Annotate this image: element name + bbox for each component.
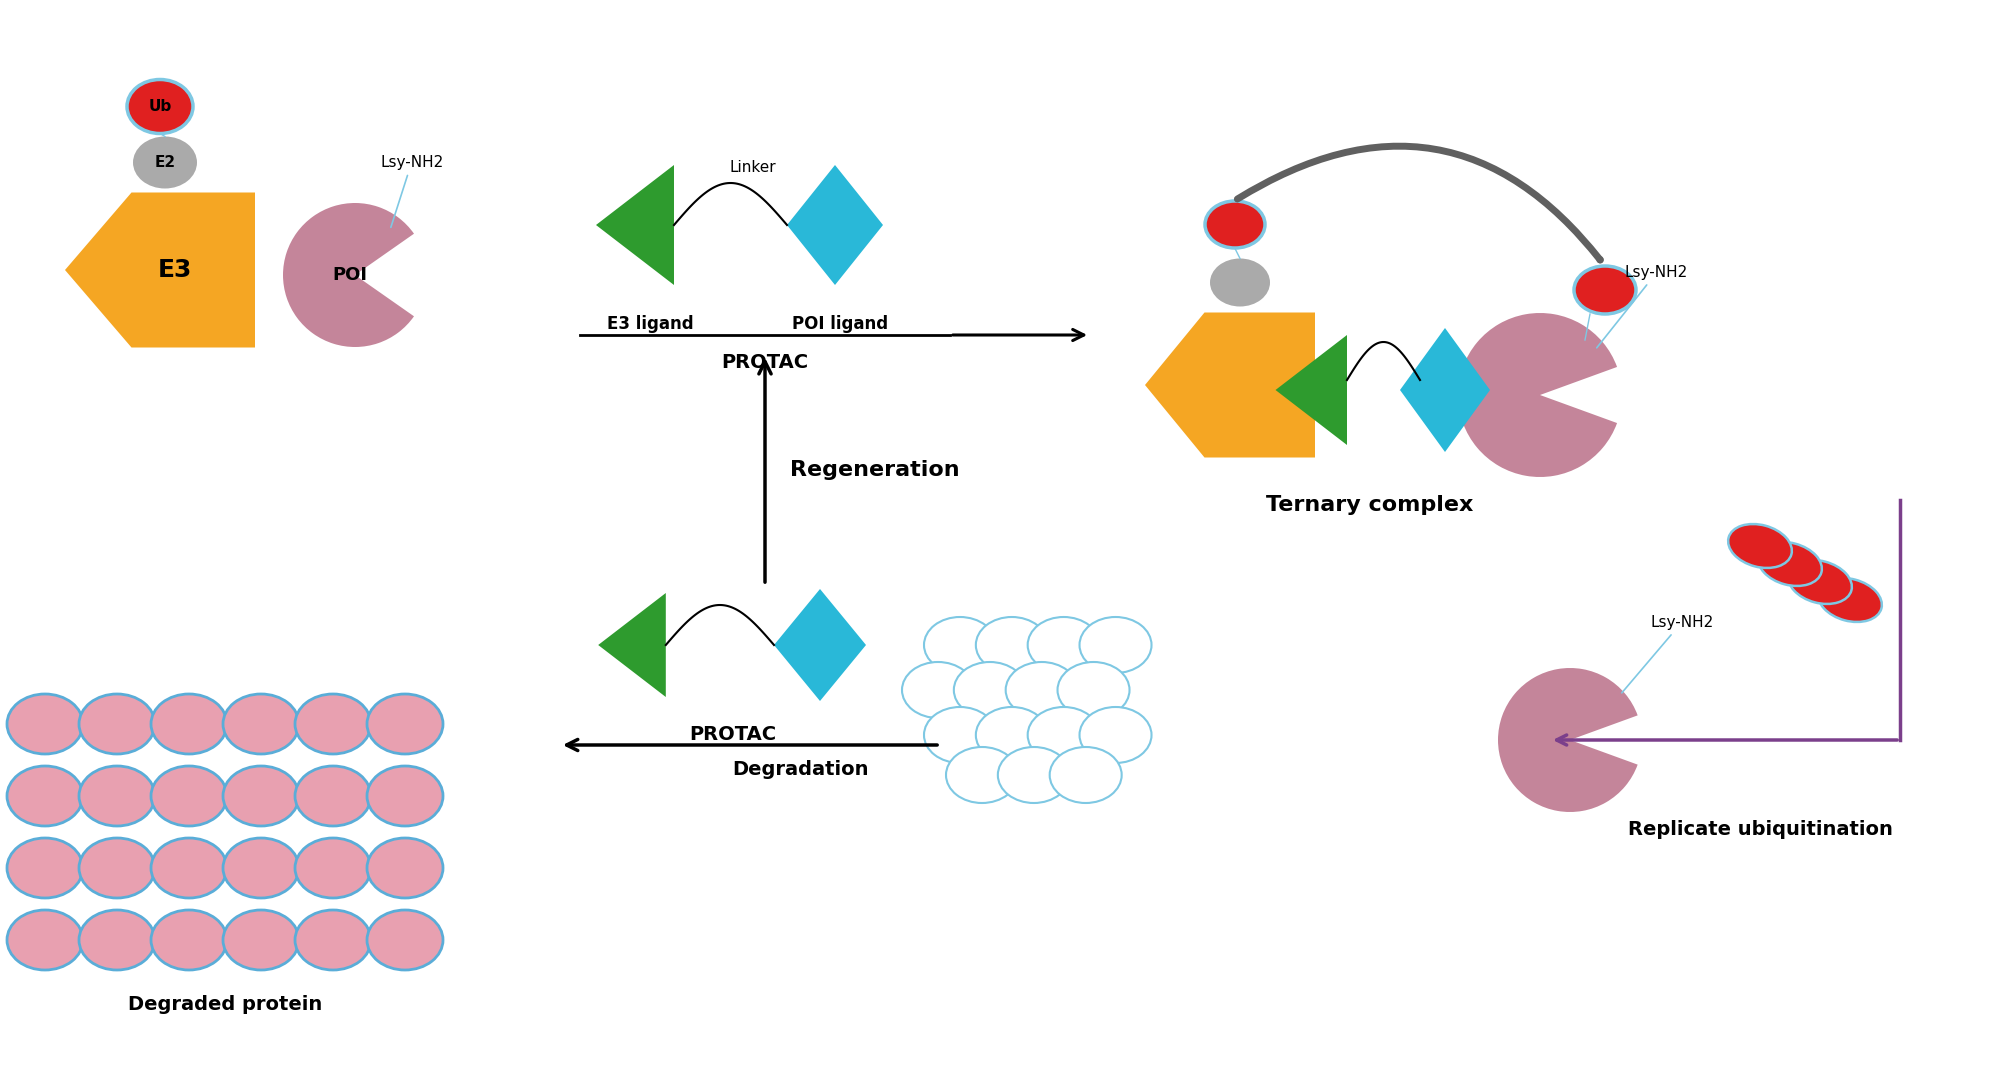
Ellipse shape — [80, 766, 156, 826]
Ellipse shape — [368, 766, 444, 826]
Text: POI: POI — [332, 266, 368, 284]
Text: Lsy-NH2: Lsy-NH2 — [1596, 265, 1688, 348]
Ellipse shape — [128, 80, 194, 133]
Wedge shape — [284, 203, 414, 347]
Ellipse shape — [80, 694, 156, 754]
Text: Replicate ubiquitination: Replicate ubiquitination — [1628, 820, 1892, 839]
Text: Regeneration: Regeneration — [790, 460, 960, 480]
Ellipse shape — [1788, 560, 1852, 604]
Polygon shape — [1146, 313, 1316, 458]
Ellipse shape — [152, 910, 228, 970]
Text: Lsy-NH2: Lsy-NH2 — [1622, 615, 1714, 693]
Ellipse shape — [224, 910, 300, 970]
Ellipse shape — [1028, 617, 1100, 673]
Ellipse shape — [902, 662, 974, 718]
Polygon shape — [596, 165, 674, 284]
Text: Ub: Ub — [148, 99, 172, 114]
Ellipse shape — [1758, 542, 1822, 586]
Ellipse shape — [152, 766, 228, 826]
Ellipse shape — [1028, 707, 1100, 763]
Ellipse shape — [924, 707, 996, 763]
Text: Lsy-NH2: Lsy-NH2 — [380, 155, 444, 228]
Ellipse shape — [1050, 747, 1122, 803]
Polygon shape — [774, 589, 866, 701]
Ellipse shape — [976, 617, 1048, 673]
Ellipse shape — [1058, 662, 1130, 718]
FancyArrowPatch shape — [1238, 146, 1600, 259]
Text: Degradation: Degradation — [732, 760, 868, 779]
Ellipse shape — [80, 910, 156, 970]
Ellipse shape — [1080, 617, 1152, 673]
Ellipse shape — [296, 766, 372, 826]
Ellipse shape — [368, 910, 444, 970]
Ellipse shape — [80, 838, 156, 898]
Ellipse shape — [368, 694, 444, 754]
Text: Degraded protein: Degraded protein — [128, 995, 322, 1014]
Polygon shape — [1276, 335, 1348, 445]
Ellipse shape — [152, 838, 228, 898]
Text: E3 ligand: E3 ligand — [606, 315, 694, 334]
Ellipse shape — [296, 910, 372, 970]
Ellipse shape — [224, 838, 300, 898]
Text: Linker: Linker — [730, 160, 776, 175]
Ellipse shape — [924, 617, 996, 673]
Ellipse shape — [8, 694, 84, 754]
Text: Ternary complex: Ternary complex — [1266, 495, 1474, 514]
Ellipse shape — [954, 662, 1026, 718]
Wedge shape — [1498, 668, 1638, 812]
Ellipse shape — [976, 707, 1048, 763]
Ellipse shape — [1006, 662, 1078, 718]
Ellipse shape — [1204, 201, 1266, 249]
Text: E2: E2 — [154, 155, 176, 170]
Text: PROTAC: PROTAC — [722, 353, 808, 372]
Ellipse shape — [296, 838, 372, 898]
Ellipse shape — [1080, 707, 1152, 763]
Polygon shape — [788, 165, 884, 284]
Text: POI ligand: POI ligand — [792, 315, 888, 334]
Ellipse shape — [8, 766, 84, 826]
Polygon shape — [66, 193, 256, 348]
Ellipse shape — [1574, 266, 1636, 314]
Ellipse shape — [224, 694, 300, 754]
Ellipse shape — [1818, 578, 1882, 622]
Ellipse shape — [368, 838, 444, 898]
Ellipse shape — [224, 766, 300, 826]
Ellipse shape — [946, 747, 1018, 803]
Ellipse shape — [8, 838, 84, 898]
Wedge shape — [1458, 313, 1618, 477]
Ellipse shape — [1210, 258, 1270, 306]
Text: E3: E3 — [158, 258, 192, 282]
Ellipse shape — [134, 136, 198, 189]
Ellipse shape — [296, 694, 372, 754]
Ellipse shape — [998, 747, 1070, 803]
Ellipse shape — [8, 910, 84, 970]
Ellipse shape — [1728, 524, 1792, 568]
Ellipse shape — [152, 694, 228, 754]
Text: PROTAC: PROTAC — [688, 725, 776, 744]
Polygon shape — [1400, 328, 1490, 452]
Polygon shape — [598, 593, 666, 697]
